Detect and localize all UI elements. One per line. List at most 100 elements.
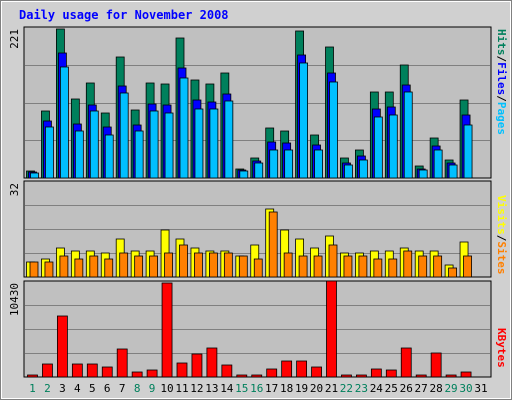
kbytes-bar bbox=[116, 348, 128, 378]
pages-bar bbox=[388, 114, 398, 179]
pages-bar bbox=[104, 134, 114, 179]
sites-bar bbox=[208, 252, 218, 278]
pages-bar bbox=[314, 149, 323, 179]
x-axis-day-label: 30 bbox=[459, 382, 472, 395]
kbytes-bar bbox=[42, 363, 53, 378]
sites-bar bbox=[119, 252, 129, 278]
kbytes-bar bbox=[445, 374, 457, 378]
pages-bar bbox=[299, 62, 309, 179]
sites-bar bbox=[59, 255, 69, 278]
sites-bar bbox=[164, 252, 173, 278]
y-max-label-sites: 32 bbox=[8, 183, 21, 196]
pages-bar bbox=[60, 66, 69, 179]
legend-separator: / bbox=[495, 235, 508, 242]
sites-bar bbox=[134, 255, 144, 278]
x-axis-day-label: 23 bbox=[355, 382, 368, 395]
kbytes-bar bbox=[385, 369, 397, 378]
pages-bar bbox=[89, 110, 99, 179]
sites-bar bbox=[298, 255, 308, 278]
kbytes-bar bbox=[191, 353, 203, 378]
kbytes-bar bbox=[236, 374, 248, 378]
sites-bar bbox=[418, 255, 428, 278]
pages-bar bbox=[149, 110, 159, 179]
sites-bar bbox=[373, 258, 383, 278]
sites-bar bbox=[223, 252, 233, 278]
sites-bar bbox=[238, 255, 248, 278]
x-axis-day-label: 19 bbox=[295, 382, 308, 395]
pages-bar bbox=[164, 112, 174, 179]
pages-bar bbox=[254, 162, 264, 179]
kbytes-bar bbox=[355, 374, 367, 378]
legend-separator: / bbox=[495, 56, 508, 63]
pages-bar bbox=[373, 116, 383, 179]
legend-kbytes-label: KBytes bbox=[495, 328, 508, 368]
x-axis-day-label: 20 bbox=[310, 382, 323, 395]
sites-bar bbox=[268, 211, 278, 278]
x-axis-day-label: 22 bbox=[340, 382, 353, 395]
sites-bar bbox=[283, 252, 293, 278]
pages-bar bbox=[209, 108, 219, 179]
x-axis-day-label: 31 bbox=[474, 382, 487, 395]
kbytes-bar bbox=[430, 352, 442, 378]
kbytes-bar bbox=[86, 363, 98, 378]
kbytes-bar bbox=[176, 362, 188, 378]
x-axis-day-label: 1 bbox=[29, 382, 36, 395]
pages-bar bbox=[45, 126, 54, 179]
sites-bar bbox=[104, 258, 114, 278]
sites-bar bbox=[388, 258, 398, 278]
pages-bar bbox=[134, 130, 144, 179]
x-axis-day-label: 21 bbox=[325, 382, 338, 395]
pages-bar bbox=[403, 91, 413, 179]
pages-bar bbox=[179, 77, 189, 179]
pages-bar bbox=[433, 149, 443, 179]
x-axis-day-label: 17 bbox=[265, 382, 278, 395]
kbytes-bar bbox=[161, 282, 173, 378]
pages-bar bbox=[30, 172, 39, 179]
kbytes-bar bbox=[341, 374, 352, 378]
sites-bar bbox=[463, 255, 472, 278]
kbytes-bar bbox=[71, 363, 83, 378]
legend-sites-label: Sites bbox=[495, 241, 508, 274]
kbytes-bar bbox=[460, 371, 472, 378]
x-axis-day-label: 27 bbox=[415, 382, 428, 395]
x-axis-day-label: 18 bbox=[280, 382, 293, 395]
legend-pages-label: Pages bbox=[495, 102, 508, 135]
x-axis-day-label: 14 bbox=[220, 382, 234, 395]
x-axis-day-label: 26 bbox=[400, 382, 413, 395]
kbytes-bar bbox=[311, 366, 322, 378]
legend-files-label: Files bbox=[495, 62, 508, 95]
legend-separator: / bbox=[495, 95, 508, 102]
pages-bar bbox=[358, 159, 368, 179]
kbytes-bar bbox=[415, 374, 427, 378]
pages-bar bbox=[194, 108, 204, 179]
sites-bar bbox=[89, 255, 99, 278]
hits-files-pages-bars bbox=[26, 28, 473, 179]
y-max-label-kbytes: 10430 bbox=[8, 283, 21, 316]
x-axis-day-label: 11 bbox=[175, 382, 188, 395]
sites-bar bbox=[403, 250, 413, 278]
pages-bar bbox=[74, 130, 84, 179]
x-axis-day-label: 15 bbox=[235, 382, 248, 395]
sites-bar bbox=[358, 255, 368, 278]
x-axis-day-label: 13 bbox=[205, 382, 218, 395]
chart-title: Daily usage for November 2008 bbox=[19, 8, 229, 22]
kbytes-bar bbox=[281, 360, 293, 378]
x-axis-day-label: 2 bbox=[44, 382, 51, 395]
legend-hits-label: Hits bbox=[495, 29, 508, 56]
x-axis-day-label: 28 bbox=[430, 382, 443, 395]
sites-bar bbox=[448, 267, 458, 278]
pages-bar bbox=[344, 164, 353, 179]
sites-visits-bars bbox=[26, 208, 472, 278]
kbytes-bar bbox=[146, 369, 158, 378]
x-axis-day-label: 6 bbox=[104, 382, 111, 395]
pages-bar bbox=[224, 100, 234, 179]
x-axis-labels: 1 2 3 4 5 6 7 8 9 10 11 12 13 14 15 16 17 18 19 20 21 22 23 24 2… bbox=[29, 382, 487, 395]
kbytes-bar bbox=[370, 368, 382, 378]
x-axis-day-label: 24 bbox=[370, 382, 384, 395]
kbytes-bar bbox=[27, 374, 38, 378]
sites-bar bbox=[433, 255, 443, 278]
kbytes-bar bbox=[251, 374, 263, 378]
pages-bar bbox=[269, 149, 279, 179]
